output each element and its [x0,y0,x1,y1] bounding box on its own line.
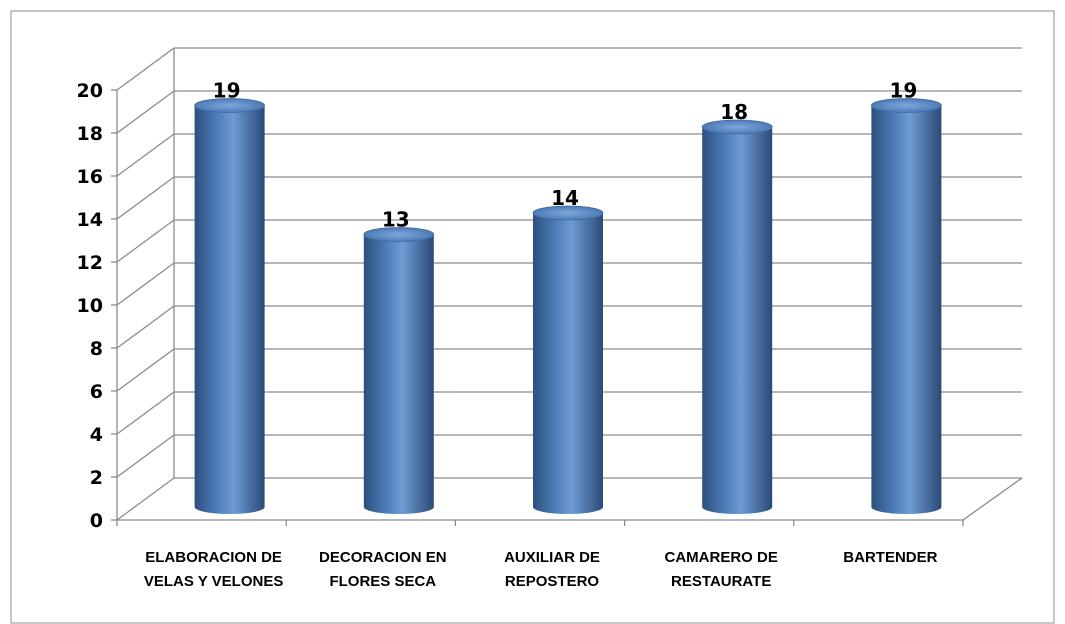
gridline-side [116,391,175,435]
ytick-label: 14 [77,209,103,231]
bar [194,98,266,514]
bar-body [702,127,773,514]
bar [701,119,773,514]
gridline-side [116,348,175,392]
gridline-side [116,133,175,177]
bar-top [701,119,773,135]
ytick-label: 12 [77,252,103,274]
gridline-side [116,90,175,134]
floor-edge [962,477,1023,521]
category-label: DECORACION EN FLORES SECA [319,549,447,590]
gridline-side [116,219,175,263]
ytick-label: 8 [90,338,103,360]
ytick-label: 2 [90,467,103,489]
ytick-label: 10 [77,295,103,317]
data-label: 13 [382,208,410,232]
bar [871,98,942,514]
bar-body [194,105,265,514]
gridline-side [116,47,175,91]
bar-body [533,213,603,514]
gridline-side [116,176,175,220]
category-label: AUXILIAR DE REPOSTERO [504,549,600,590]
bar [363,227,435,514]
category-label: CAMARERO DE RESTAURATE [664,549,778,590]
data-label: 18 [720,100,748,124]
gridline-side [116,434,175,478]
ytick-label: 18 [77,123,103,145]
bar-body [363,234,434,514]
bar-top [532,205,604,221]
ytick-label: 4 [90,424,103,446]
category-label: BARTENDER [843,549,938,566]
ytick-label: 16 [77,166,103,188]
data-label: 19 [213,79,241,103]
bar [532,205,604,514]
category-label: ELABORACION DE VELAS Y VELONES [143,549,284,590]
gridline-side [116,477,175,521]
bar-top [871,98,942,113]
gridline-side [116,305,175,349]
data-label: 14 [551,186,579,210]
bar-top [363,227,435,242]
ytick-label: 6 [90,381,103,403]
bar-top [194,98,266,113]
ytick-label: 20 [77,80,103,102]
data-label: 19 [889,79,917,103]
bar-body [871,105,942,514]
ytick-label: 0 [90,510,103,532]
gridline-side [116,262,175,306]
